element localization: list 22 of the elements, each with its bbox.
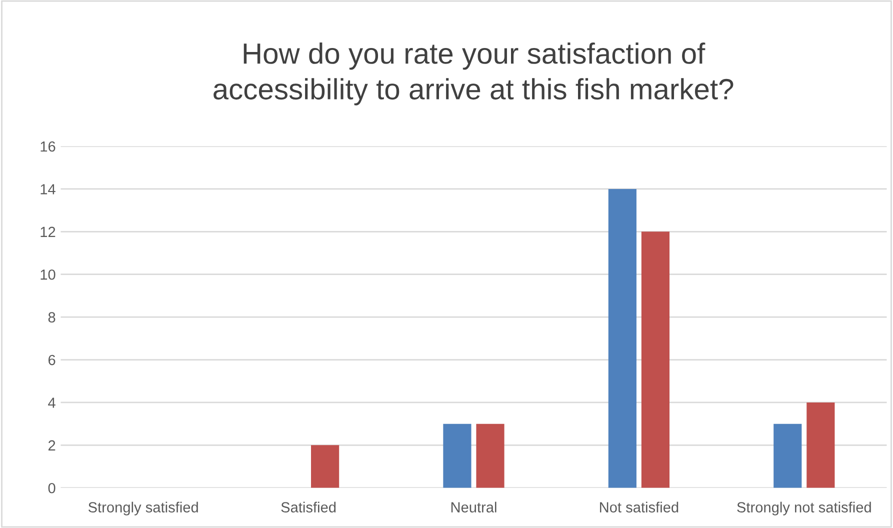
bar <box>774 424 802 488</box>
bar <box>443 424 472 488</box>
x-tick-label: Satisfied <box>281 502 336 512</box>
bar <box>476 424 504 488</box>
bar <box>311 445 340 488</box>
x-tick-label: Not satisfied <box>600 502 678 512</box>
y-tick-label: 2 <box>48 440 56 450</box>
y-tick-label: 12 <box>40 226 56 237</box>
y-tick-label: 0 <box>48 482 56 494</box>
bar <box>608 188 636 488</box>
x-tick-label: Neutral <box>451 502 496 512</box>
y-tick-label: 4 <box>48 398 56 408</box>
chart-title: How do you rate your satisfaction of accessibility to arrive at this fish market? <box>214 42 734 106</box>
y-tick-label: 16 <box>40 141 56 152</box>
x-tick-label: Strongly satisfied <box>88 502 198 516</box>
y-tick-label: 10 <box>40 269 56 280</box>
y-tick-label: 6 <box>48 354 56 366</box>
y-tick-label: 8 <box>48 312 56 322</box>
x-tick-label: Strongly not satisfied <box>737 502 871 516</box>
bar <box>641 232 670 488</box>
bar <box>806 402 835 488</box>
y-tick-label: 14 <box>40 184 56 194</box>
